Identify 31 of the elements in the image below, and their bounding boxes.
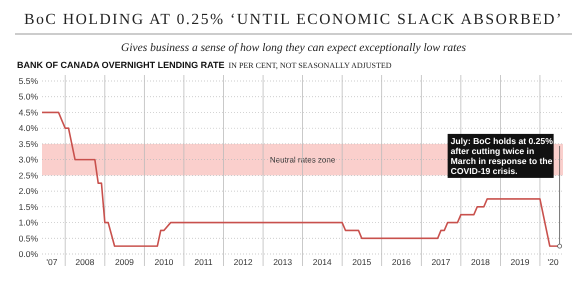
y-tick-label: 0.0% [18, 249, 38, 259]
y-tick-label: 4.0% [18, 123, 38, 134]
x-tick-label: 2019 [510, 257, 530, 267]
x-tick-label: 2014 [312, 257, 332, 267]
x-tick-label: 2017 [431, 257, 451, 267]
annotation: July: BoC holds at 0.25% after cutting twice in March in response to the COVID-19 crisis. [450, 136, 554, 176]
y-tick-label: 1.0% [18, 218, 38, 228]
chart-title: BoC HOLDING AT 0.25% ‘UNTIL ECONOMIC SLACK ABSORBED’ [24, 11, 563, 28]
text: IN PER CENT, NOT SEASONALLY ADJUSTED [228, 61, 392, 70]
y-tick-label: 2.0% [18, 186, 38, 196]
x-tick-label: '20 [547, 257, 559, 267]
y-axis-title: BANK OF CANADA OVERNIGHT LENDING RATE [17, 60, 224, 70]
x-tick-label: 2013 [273, 257, 292, 267]
y-tick-label: 2.5% [18, 170, 38, 180]
y-tick-label: 5.0% [18, 92, 38, 102]
y-tick-label: 1.5% [18, 202, 38, 212]
y-tick-label: 3.5% [18, 138, 38, 149]
x-tick-label: 2008 [75, 257, 95, 267]
chart-subtitle: Gives business a sense of how long they can expect exceptionally low rates [121, 42, 466, 54]
x-tick-label: 2018 [471, 257, 490, 267]
x-tick-label: 2016 [392, 257, 412, 267]
y-tick-label: 4.5% [18, 107, 38, 118]
y-tick-label: 5.5% [18, 76, 38, 86]
y-tick-label: 0.5% [18, 233, 38, 244]
x-tick-label: 2009 [114, 257, 134, 267]
x-tick-label: 2015 [352, 257, 372, 267]
x-tick-label: 2012 [234, 257, 253, 267]
x-tick-label: 2010 [154, 257, 174, 267]
x-tick-label: 2011 [194, 257, 213, 267]
y-tick-label: 3.0% [18, 154, 38, 165]
x-tick-label: '07 [46, 257, 58, 267]
